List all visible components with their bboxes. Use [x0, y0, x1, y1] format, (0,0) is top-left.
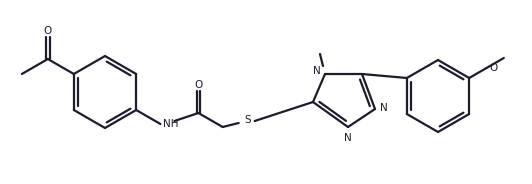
Text: S: S: [244, 115, 251, 125]
Text: N: N: [344, 133, 352, 143]
Text: N: N: [380, 103, 388, 113]
Text: O: O: [489, 63, 498, 73]
Text: O: O: [194, 80, 203, 90]
Text: NH: NH: [163, 119, 179, 129]
Text: O: O: [44, 26, 52, 36]
Text: N: N: [313, 66, 321, 76]
